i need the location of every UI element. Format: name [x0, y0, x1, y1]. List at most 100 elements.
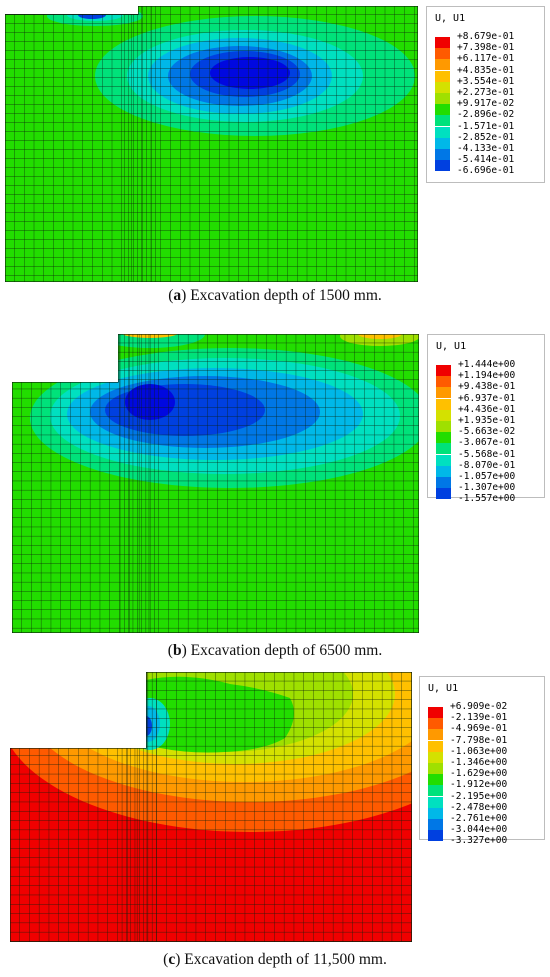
legend-swatch [435, 160, 450, 172]
legend-value: -4.133e-01 [457, 143, 515, 154]
legend-value: -2.478e+00 [450, 801, 508, 813]
legend-swatch [436, 432, 451, 444]
legend-value: +6.909e-02 [450, 701, 508, 712]
legend-value: -7.798e-01 [450, 734, 508, 746]
legend-value: -3.044e+00 [450, 824, 508, 836]
legend-color-box [436, 421, 451, 432]
contour-plot-c [10, 672, 412, 942]
legend-swatch [436, 465, 451, 477]
legend-swatch [428, 807, 443, 819]
legend-value: +8.679e-01 [457, 31, 515, 42]
legend-color-box [428, 707, 443, 718]
legend-swatch [435, 48, 450, 60]
caption-text-c: Excavation depth of 11,500 mm. [184, 951, 387, 968]
legend-swatch [428, 774, 443, 786]
legend-color-box [428, 740, 443, 752]
legend-a: U, U1 +8.679e-01 +7.398e-01 +6.117e-01 +4.8… [426, 6, 545, 183]
legend-swatch [435, 93, 450, 104]
legend-title-a: U, U1 [435, 13, 466, 24]
legend-swatch [435, 81, 450, 93]
legend-color-box [436, 477, 451, 488]
legend-title-c: U, U1 [428, 683, 459, 694]
legend-swatch [428, 751, 443, 763]
legend-color-box [435, 115, 450, 127]
legend-value: +4.436e-01 [458, 403, 516, 415]
legend-swatch [428, 830, 443, 842]
legend-swatch [436, 365, 451, 376]
legend-swatch [428, 718, 443, 730]
legend-color-box [428, 830, 443, 842]
legend-swatch [436, 421, 451, 432]
legend-color-box [428, 796, 443, 808]
legend-swatch [436, 398, 451, 410]
legend-swatch [428, 740, 443, 752]
legend-swatch [428, 707, 443, 718]
legend-c: U, U1 +6.909e-02 -2.139e-01 -4.969e-01 -7.7… [419, 676, 545, 846]
caption-text-a: Excavation depth of 1500 mm. [190, 287, 382, 304]
legend-value: -1.629e+00 [450, 768, 508, 780]
legend-swatch [436, 454, 451, 466]
legend-color-box [436, 398, 451, 410]
legend-color-box [435, 149, 450, 160]
legend-color-box [435, 37, 450, 48]
legend-swatch [435, 137, 450, 149]
caption-label-b: b [172, 642, 182, 659]
caption-b: (b) Excavation depth of 6500 mm. [167, 642, 383, 659]
legend-color-box [435, 81, 450, 93]
legend-value: -2.139e-01 [450, 712, 508, 724]
legend-color-box [428, 819, 443, 830]
legend-swatch [436, 387, 451, 399]
legend-color-box [435, 93, 450, 104]
legend-value: -2.852e-01 [457, 131, 515, 143]
legend-value: +3.554e-01 [457, 75, 515, 87]
legend-value: -5.663e-02 [458, 426, 516, 438]
legend-color-box [435, 70, 450, 82]
legend-value: +6.937e-01 [458, 392, 516, 404]
legend-color-box [428, 729, 443, 741]
legend-swatch [436, 376, 451, 388]
legend-color-box [428, 718, 443, 730]
legend-color-box [436, 376, 451, 388]
legend-value: -1.063e+00 [450, 745, 508, 757]
legend-b: U, U1 +1.444e+00 +1.194e+00 +9.438e-01 +6.9… [427, 334, 545, 504]
legend-value: -2.761e+00 [450, 813, 508, 824]
legend-swatch [436, 477, 451, 488]
legend-swatch [435, 70, 450, 82]
legend-color-box [435, 137, 450, 149]
legend-value: -2.195e+00 [450, 790, 508, 802]
legend-color-box [436, 454, 451, 466]
legend-value: -8.070e-01 [458, 459, 516, 471]
panel-b: U, U1 +1.444e+00 +1.194e+00 +9.438e-01 +6.9… [0, 328, 550, 668]
legend-value: +9.917e-02 [457, 98, 515, 110]
legend-swatch [428, 785, 443, 797]
legend-color-box [436, 488, 451, 500]
legend-value: -1.912e+00 [450, 779, 508, 791]
legend-color-box [428, 763, 443, 774]
legend-value: -3.327e+00 [450, 835, 508, 847]
legend-color-box [428, 751, 443, 763]
legend-value: -5.568e-01 [458, 448, 516, 460]
contour-plot-b [12, 334, 419, 633]
legend-value: -3.067e-01 [458, 437, 516, 449]
legend-color-box [435, 160, 450, 172]
legend-swatch [428, 819, 443, 830]
legend-value: -6.696e-01 [457, 165, 515, 177]
legend-swatch [436, 488, 451, 500]
legend-value: -1.571e-01 [457, 120, 515, 132]
legend-swatch [436, 409, 451, 421]
legend-value: +4.835e-01 [457, 64, 515, 76]
legend-value: -4.969e-01 [450, 723, 508, 735]
legend-swatch [435, 104, 450, 116]
legend-title-b: U, U1 [436, 341, 467, 352]
legend-color-box [428, 785, 443, 797]
legend-color-box [436, 409, 451, 421]
caption-a: (a) Excavation depth of 1500 mm. [168, 287, 382, 304]
legend-color-box [436, 365, 451, 376]
legend-value: +1.194e+00 [458, 370, 516, 382]
legend-value: +6.117e-01 [457, 53, 515, 65]
legend-swatch [428, 763, 443, 774]
legend-value: -5.414e-01 [457, 154, 515, 166]
caption-c: (c) Excavation depth of 11,500 mm. [163, 951, 387, 968]
legend-swatch [435, 59, 450, 71]
legend-value: -1.307e+00 [458, 482, 516, 494]
